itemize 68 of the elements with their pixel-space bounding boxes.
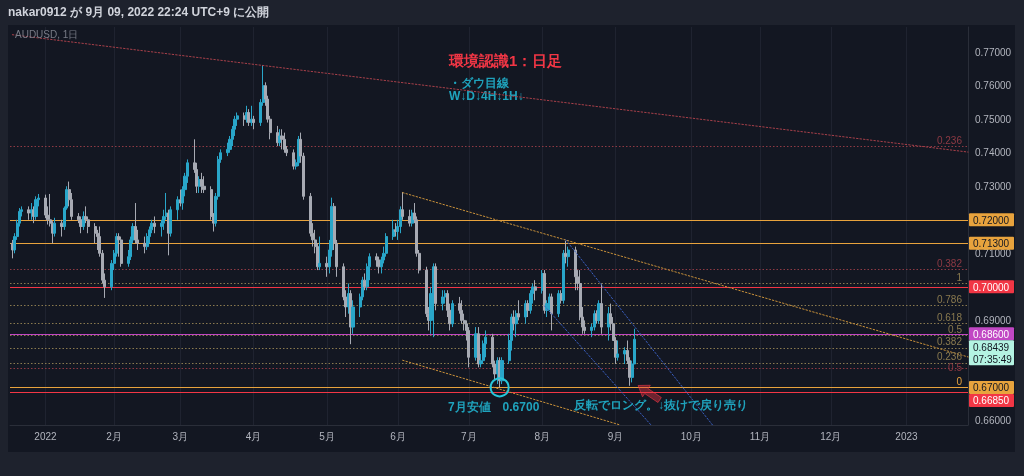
candlestick: [557, 289, 560, 318]
y-tick-label: 0.66000: [975, 415, 1012, 427]
text: 環境認識1：日足: [448, 52, 563, 69]
x-tick-label: 2023: [895, 430, 919, 442]
candlestick: [292, 148, 295, 170]
annotation: 0.5: [948, 362, 963, 374]
x-tick-label: 2月: [106, 430, 122, 442]
annotation: 0.786: [936, 294, 963, 306]
text: nakar0912 が 9月 09, 2022 22:24 UTC+9 に公開: [8, 5, 270, 19]
candlestick: [153, 215, 156, 234]
y-tick-label: 0.69000: [975, 314, 1012, 326]
ref-line-label: 0.66850: [973, 395, 1010, 407]
candlestick: [202, 175, 206, 194]
x-tick-label: 4月: [245, 430, 262, 442]
ref-line-label: 0.67000: [973, 382, 1010, 394]
x-tick-label: 2022: [34, 430, 58, 442]
y-tick-label: 0.76000: [975, 80, 1012, 92]
x-tick-label: 6月: [390, 430, 406, 442]
annotation: 0.5: [948, 323, 963, 335]
annotation: 0.236: [936, 351, 963, 363]
x-tick-label: 7月: [461, 430, 477, 442]
text: 0.68439 07:35:49: [973, 341, 1013, 365]
ref-line-label: 0.72000: [973, 214, 1010, 226]
candlestick: [60, 219, 64, 238]
candlestick: [534, 279, 537, 301]
x-tick-label: 9月: [607, 430, 624, 442]
candlestick: [143, 236, 146, 254]
candlestick: [176, 195, 179, 221]
y-tick-label: 0.73000: [975, 180, 1012, 192]
x-tick-label: 10月: [680, 430, 702, 442]
y-tick-label: 0.71000: [975, 247, 1012, 259]
candlestick: [600, 283, 603, 335]
candlestick: [79, 215, 83, 234]
x-tick-label: 5月: [319, 430, 335, 442]
candlestick: [526, 299, 530, 318]
candlestick: [34, 195, 38, 221]
annotation: 0.236: [936, 134, 963, 146]
annotation: 0: [956, 375, 963, 387]
candlestick: [120, 236, 123, 268]
candlestick: [500, 356, 504, 385]
candlestick: [408, 209, 411, 227]
text: ・ダウ目線 W↓D↓4H↓1H↓: [449, 75, 524, 103]
y-tick-label: 0.77000: [975, 46, 1012, 58]
annotation: 0.382: [936, 336, 963, 348]
y-tick-label: 0.75000: [975, 113, 1012, 125]
annotation: 反転でロング。↓抜けで戻り売り: [573, 398, 749, 413]
ref-line-label: 0.68600: [973, 328, 1010, 340]
candlestick: [623, 346, 627, 365]
annotation: 7月安値 0.6700: [447, 400, 540, 415]
candlestick: [441, 289, 444, 311]
candlestick: [567, 246, 570, 268]
candlestick: [280, 128, 284, 150]
ref-line-label: 0.70000: [973, 281, 1010, 293]
ref-line-label: 0.71300: [973, 238, 1010, 250]
x-tick-label: 8月: [534, 430, 550, 442]
candlestick: [451, 299, 454, 328]
x-tick-label: 3月: [172, 430, 189, 442]
y-tick-label: 0.74000: [975, 147, 1012, 159]
candlestick: [524, 299, 527, 325]
candlestick: [351, 299, 355, 335]
annotation: 0.618: [936, 311, 963, 323]
x-tick-label: 12月: [820, 430, 842, 442]
x-tick-label: 11月: [749, 430, 771, 442]
annotation: 0.382: [936, 257, 963, 269]
annotation: AUDUSD, 1日: [15, 28, 79, 40]
annotation: 1: [956, 272, 963, 283]
candlestick: [325, 256, 329, 278]
candlestick: [27, 205, 30, 221]
